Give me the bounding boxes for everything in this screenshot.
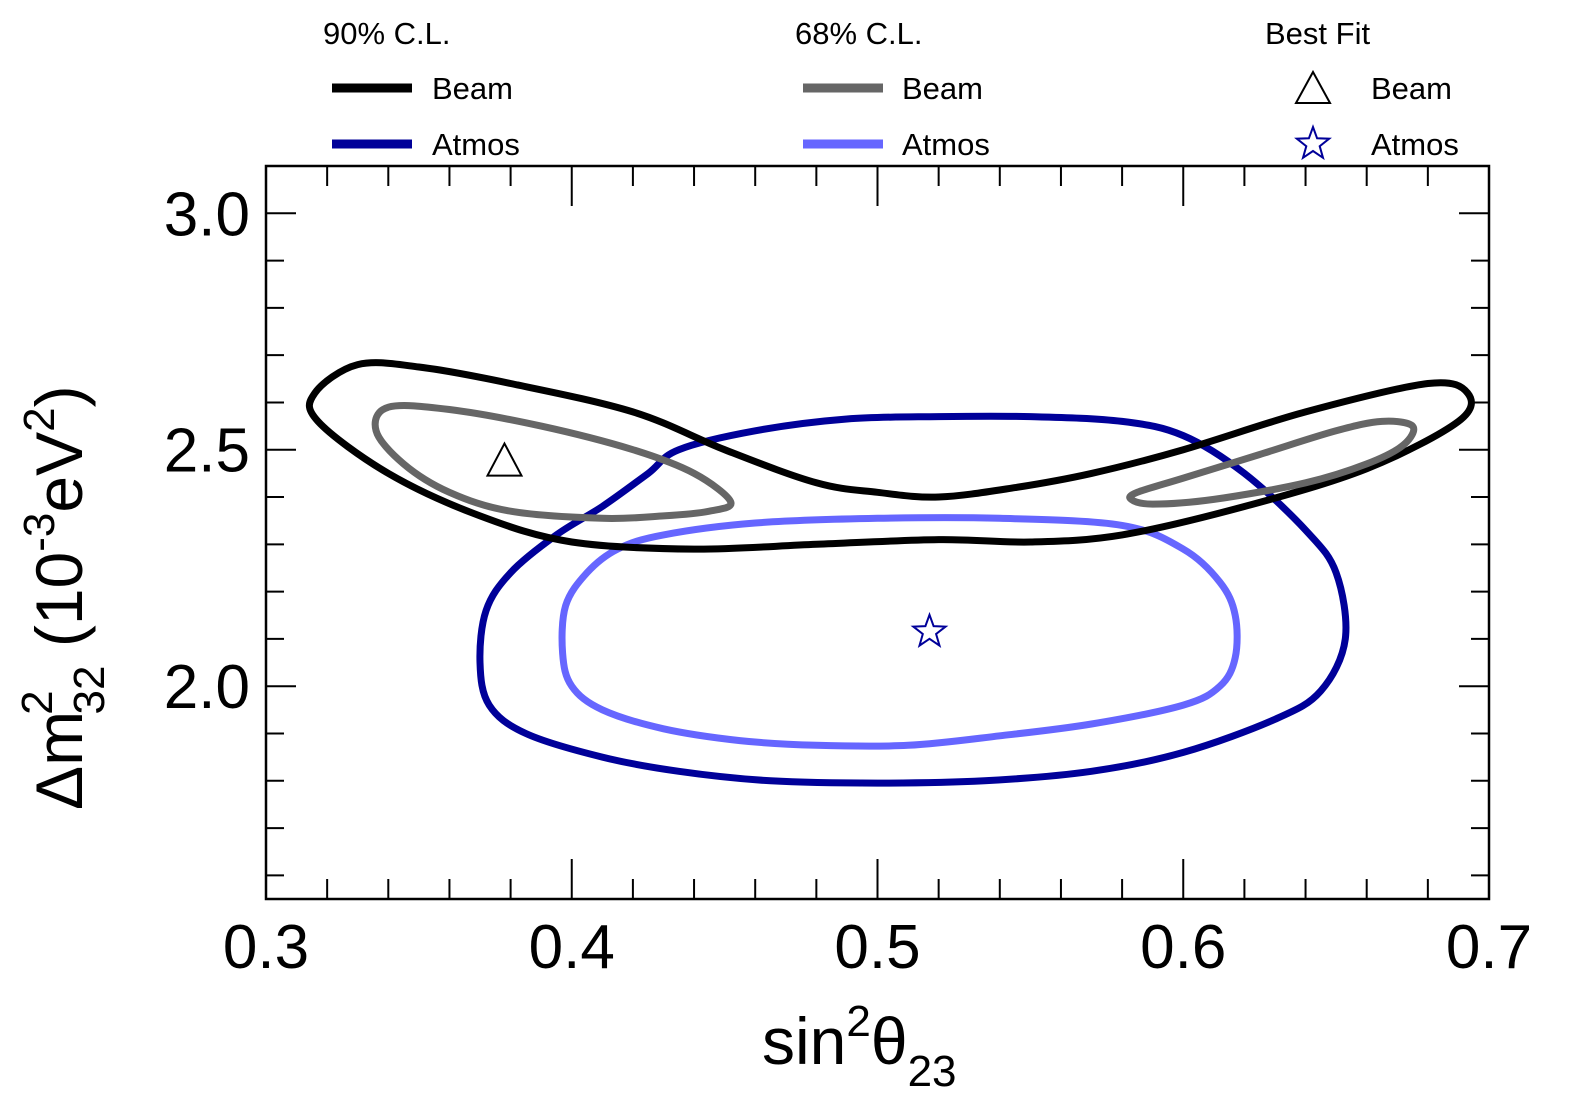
y-axis-label-units-ev: eV [22, 432, 96, 513]
y-tick-label: 3.0 [164, 180, 250, 249]
contour-line-0 [476, 412, 1350, 787]
legend-label-90-beam: Beam [432, 71, 513, 106]
x-axis-label: sin2θ23 [762, 997, 957, 1096]
x-axis-label-base: sin [762, 1004, 846, 1078]
legend-label-bestfit-beam: Beam [1371, 71, 1452, 106]
best-fit-triangle-icon [485, 441, 524, 477]
contour-line-2 [305, 359, 1475, 553]
legend-title-68: 68% C.L. [795, 16, 923, 51]
y-tick-labels: 2.0 2.5 3.0 [164, 180, 250, 722]
x-tick-label: 0.7 [1446, 913, 1532, 982]
x-tick-label: 0.4 [529, 913, 615, 982]
y-axis-label-base: Δm [22, 711, 96, 810]
best-fit-markers [485, 441, 949, 648]
x-axis-label-theta: θ [871, 1004, 908, 1078]
x-axis-label-sup: 2 [846, 997, 870, 1046]
x-tick-labels: 0.3 0.4 0.5 0.6 0.7 [223, 913, 1532, 982]
x-axis-label-sub: 23 [908, 1047, 957, 1096]
legend-group-68: 68% C.L. Beam Atmos [795, 16, 990, 162]
contour-line-1 [558, 514, 1241, 750]
best-fit-star-icon [910, 611, 949, 648]
legend-label-68-beam: Beam [902, 71, 983, 106]
contour-lines [305, 359, 1475, 787]
y-axis-label: Δm232 (10-3eV2) [13, 385, 114, 810]
legend-title-90: 90% C.L. [323, 16, 451, 51]
legend-star-icon [1294, 124, 1332, 161]
x-tick-label: 0.5 [834, 913, 920, 982]
legend-title-bestfit: Best Fit [1265, 16, 1370, 51]
legend-group-90: 90% C.L. Beam Atmos [323, 16, 520, 162]
legend-label-90-atmos: Atmos [432, 127, 520, 162]
legend-triangle-icon [1294, 69, 1332, 104]
x-tick-label: 0.3 [223, 913, 309, 982]
y-axis-label-sub: 32 [65, 665, 114, 714]
legend-label-bestfit-atmos: Atmos [1371, 127, 1459, 162]
y-axis-label-units-close: ) [22, 385, 96, 407]
y-tick-label: 2.5 [164, 417, 250, 486]
y-tick-label: 2.0 [164, 653, 250, 722]
axis-ticks [265, 165, 1490, 899]
contour-line-4 [1126, 417, 1418, 508]
legend-group-bestfit: Best Fit Beam Atmos [1265, 16, 1459, 162]
legend-label-68-atmos: Atmos [902, 127, 990, 162]
contour-line-3 [371, 402, 735, 522]
y-axis-label-units-exp: -3 [15, 513, 64, 552]
y-axis-label-sup: 2 [13, 690, 62, 714]
legend: 90% C.L. Beam Atmos 68% C.L. Beam Atmos … [323, 16, 1459, 162]
y-axis-label-units-open: (10 [22, 552, 96, 666]
x-tick-label: 0.6 [1140, 913, 1226, 982]
y-axis-label-units-ev-exp: 2 [15, 407, 64, 431]
